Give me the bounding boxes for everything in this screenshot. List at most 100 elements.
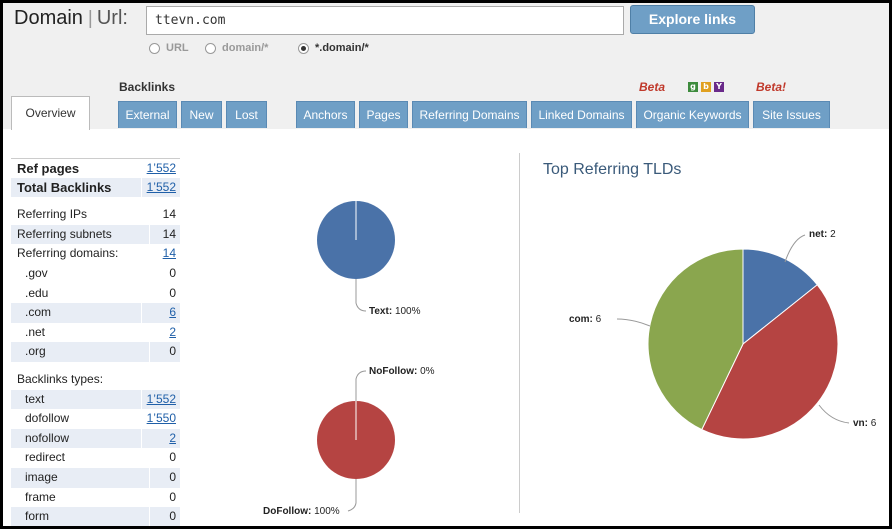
table-row: Referring subnets 14 [11,224,180,245]
stat-link[interactable]: 2 [169,324,176,339]
radio-url[interactable]: URL [149,42,189,54]
stat-label: image [11,467,150,488]
table-row: Ref pages 1’552 [11,158,180,178]
charts-canvas: Text: 100% NoFollow: 0% DoFollow: 100% net:… [263,201,877,517]
pie-label-line [784,234,806,263]
pie-label-nofollow: NoFollow: 0% [369,366,435,377]
table-row: .edu 0 [11,283,180,304]
pie-label-line [355,370,367,401]
app-frame: Domain|Url: Explore links URL domain/* *… [3,3,889,526]
beta-badge-2: Beta! [756,80,787,94]
stat-label: nofollow [11,428,142,449]
pie-label-dofollow: DoFollow: 100% [263,506,340,517]
pie-label-line [347,479,357,512]
table-row: frame 0 [11,487,180,508]
stat-value: 14 [150,224,180,245]
stat-label: Referring subnets [11,224,150,245]
stat-label: frame [11,487,150,508]
stat-label: .com [11,303,142,323]
stat-value: 0 [169,265,176,280]
stat-link[interactable]: 2 [142,428,180,449]
tab-linked-domains[interactable]: Linked Domains [531,101,632,128]
stat-label: Total Backlinks [11,177,142,198]
stat-value: 0 [169,285,176,300]
table-row: .gov 0 [11,263,180,284]
domain-input[interactable] [146,6,624,35]
stat-label: form [11,507,150,526]
radio-dot-icon [298,42,309,54]
stat-value: 0 [150,507,180,526]
panel-divider [519,153,520,513]
radio-domain[interactable]: domain/* [205,42,268,54]
tab-anchors[interactable]: Anchors [296,101,355,128]
pie-slice-com [647,248,744,431]
yahoo-icon: Y [714,82,724,92]
pie-label-line [818,404,850,424]
stat-value: 0 [150,342,180,362]
stat-label: .edu [11,283,150,304]
table-row: form 0 [11,507,180,526]
pie-label-com: com: 6 [569,314,602,325]
tab-referring-domains[interactable]: Referring Domains [412,101,527,128]
stat-link[interactable]: 1’552 [146,161,176,175]
radio-dot-icon [205,42,216,54]
backlinks-group-label: Backlinks [119,80,176,94]
table-row: image 0 [11,467,180,488]
stat-label: text [11,389,142,410]
beta-badge: Beta [639,80,666,94]
stat-value: 0 [169,489,176,504]
search-bar: Domain|Url: Explore links URL domain/* *… [3,3,889,130]
tab-site-issues[interactable]: Site Issues [753,101,830,128]
pie-label-vn: vn: 6 [853,418,877,429]
stats-table: Ref pages 1’552 Total Backlinks 1’552 Re… [11,158,180,526]
table-row: .com 6 [11,303,180,323]
stat-label: .net [11,322,142,343]
brand-url: Url: [96,7,128,29]
table-row: Backlinks types: [11,369,180,390]
table-row: nofollow 2 [11,428,180,449]
stat-label: redirect [11,448,150,468]
pie-label-text: Text: 100% [369,306,421,317]
radio-subdomain[interactable]: *.domain/* [298,42,369,54]
stat-label: .gov [11,263,150,284]
table-row: dofollow 1’550 [11,409,180,429]
tab-organic-keywords[interactable]: Organic Keywords [636,101,749,128]
stat-link[interactable]: 1’552 [142,177,180,198]
pie-label-line [616,318,651,327]
table-row: .org 0 [11,342,180,362]
stat-label: Ref pages [11,159,142,178]
tab-lost[interactable]: Lost [226,101,267,128]
stat-label: Referring IPs [11,205,150,225]
stat-label: Referring domains: [11,244,142,264]
stat-link[interactable]: 6 [142,303,180,323]
stat-value: 0 [169,450,176,465]
tab-overview[interactable]: Overview [11,96,90,130]
pie-slice-vn [701,284,839,440]
table-row: redirect 0 [11,448,180,468]
brand-separator: | [87,8,93,29]
bing-icon: b [701,82,711,92]
stat-label: dofollow [11,409,142,429]
pie-label-net: net: 2 [809,229,836,240]
stat-link[interactable]: 14 [162,246,176,261]
explore-links-button[interactable]: Explore links [630,5,755,34]
table-row: text 1’552 [11,389,180,410]
tab-external[interactable]: External [118,101,177,128]
stat-value: 14 [162,207,176,222]
stat-link[interactable]: 1’550 [146,411,176,426]
tab-pages[interactable]: Pages [359,101,408,128]
stat-link[interactable]: 1’552 [142,389,180,410]
table-row: Referring domains: 14 [11,244,180,264]
table-row: Total Backlinks 1’552 [11,177,180,198]
search-engine-icons: g b Y [688,82,724,92]
tab-new[interactable]: New [181,101,222,128]
brand-domain: Domain [14,7,83,29]
stat-label: .org [11,342,150,362]
radio-dot-icon [149,42,160,54]
stat-value: 0 [150,467,180,488]
section-label: Backlinks types: [11,369,180,390]
tld-chart-title: Top Referring TLDs [543,161,682,178]
pie-label-line [355,279,367,312]
brand-title: Domain | Url: [14,7,128,30]
table-row: Referring IPs 14 [11,205,180,225]
